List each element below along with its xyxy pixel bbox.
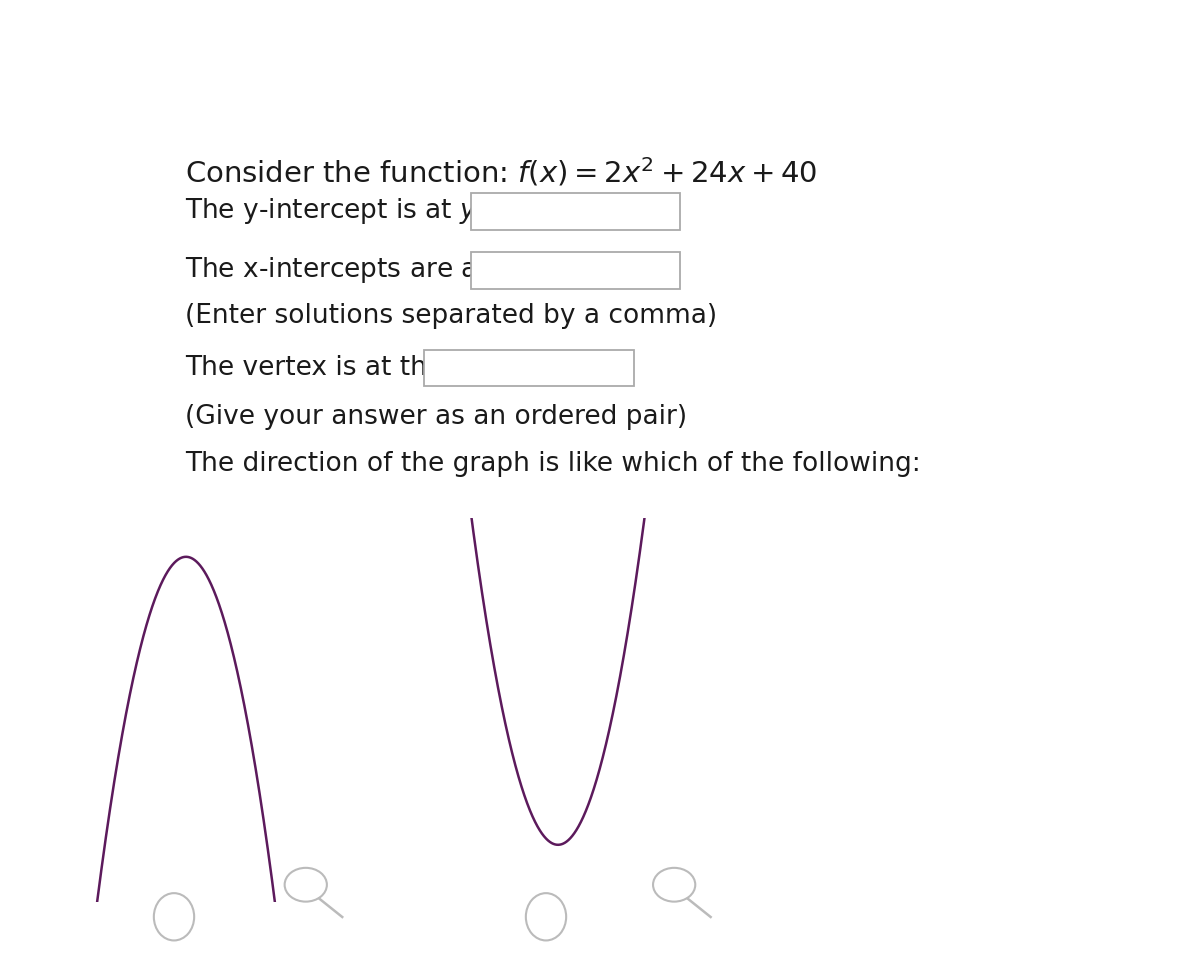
Text: (Give your answer as an ordered pair): (Give your answer as an ordered pair) (185, 404, 688, 430)
Text: The x-intercepts are at $x\, =$: The x-intercepts are at $x\, =$ (185, 255, 542, 285)
Text: The vertex is at the point: The vertex is at the point (185, 355, 520, 381)
Text: Consider the function: $f(x) = 2x^2 + 24x + 40$: Consider the function: $f(x) = 2x^2 + 24… (185, 156, 817, 189)
Circle shape (284, 868, 326, 901)
Circle shape (653, 868, 695, 901)
Text: The y-intercept is at $y\, =$: The y-intercept is at $y\, =$ (185, 196, 506, 227)
Text: The direction of the graph is like which of the following:: The direction of the graph is like which… (185, 451, 922, 477)
FancyBboxPatch shape (425, 349, 634, 387)
FancyBboxPatch shape (470, 252, 680, 289)
Circle shape (154, 893, 194, 941)
Circle shape (526, 893, 566, 941)
FancyBboxPatch shape (470, 193, 680, 229)
Text: (Enter solutions separated by a comma): (Enter solutions separated by a comma) (185, 303, 718, 329)
